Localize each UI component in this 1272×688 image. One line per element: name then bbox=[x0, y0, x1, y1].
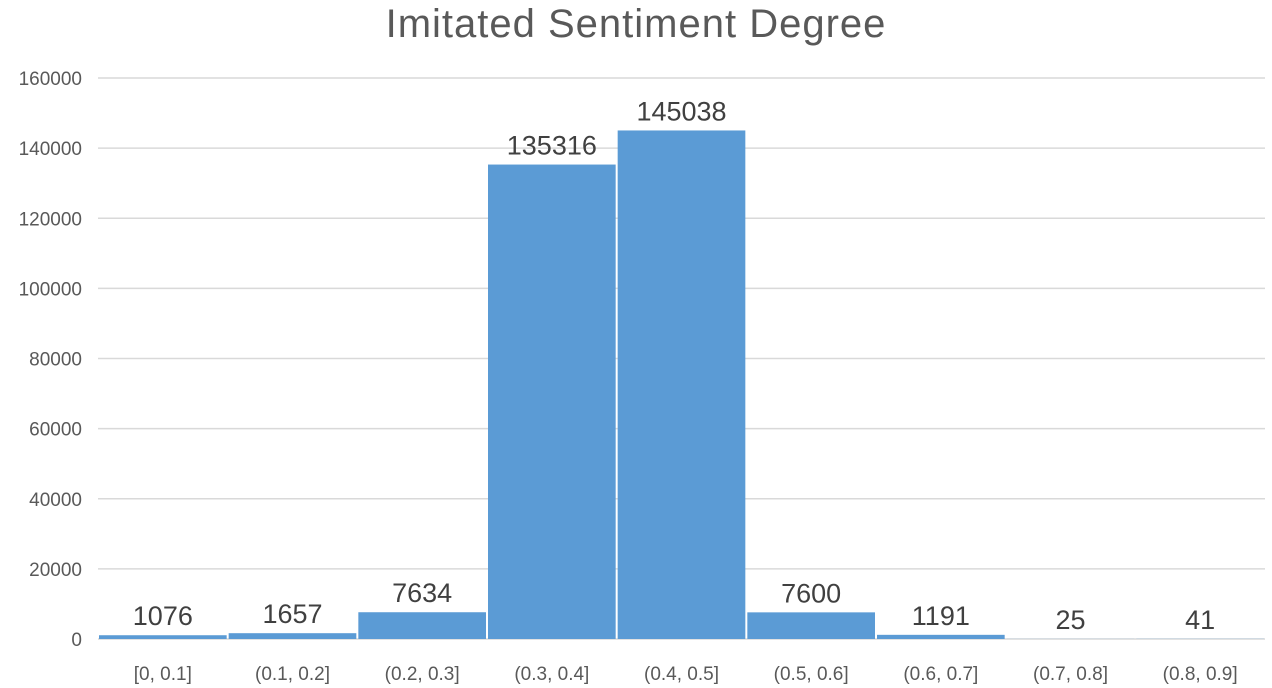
y-tick-label: 20000 bbox=[29, 560, 82, 581]
bar bbox=[358, 612, 486, 639]
x-tick-label: (0.6, 0.7] bbox=[903, 664, 978, 685]
bar bbox=[488, 164, 616, 639]
y-tick-label: 160000 bbox=[19, 69, 82, 90]
bar bbox=[99, 635, 227, 639]
data-label: 7600 bbox=[781, 578, 841, 608]
data-label: 145038 bbox=[636, 96, 726, 126]
bar bbox=[877, 634, 1005, 639]
x-tick-label: (0.5, 0.6] bbox=[774, 664, 849, 685]
y-tick-label: 60000 bbox=[29, 420, 82, 441]
x-axis-tick-labels: [0, 0.1] (0.1, 0.2] (0.2, 0.3] (0.3, 0.4] (0… bbox=[134, 664, 1238, 685]
chart-title: Imitated Sentiment Degree bbox=[385, 2, 887, 46]
bars bbox=[99, 130, 1264, 639]
bar bbox=[617, 130, 746, 639]
x-tick-label: (0.7, 0.8] bbox=[1033, 664, 1108, 685]
data-labels: 1076 1657 7634 135316 145038 7600 1191 25 41 bbox=[133, 96, 1215, 634]
data-label: 1076 bbox=[133, 601, 193, 631]
x-tick-label: (0.2, 0.3] bbox=[385, 664, 460, 685]
x-tick-label: (0.4, 0.5] bbox=[644, 664, 719, 685]
data-label: 7634 bbox=[392, 578, 452, 608]
y-tick-label: 80000 bbox=[29, 350, 82, 371]
y-tick-label: 140000 bbox=[19, 139, 82, 160]
x-tick-label: [0, 0.1] bbox=[134, 664, 192, 685]
y-tick-label: 40000 bbox=[29, 490, 82, 511]
data-label: 135316 bbox=[507, 131, 597, 161]
y-tick-label: 120000 bbox=[19, 209, 82, 230]
bar bbox=[747, 612, 875, 639]
x-tick-label: (0.3, 0.4] bbox=[514, 664, 589, 685]
x-tick-label: (0.8, 0.9] bbox=[1163, 664, 1238, 685]
data-label: 41 bbox=[1185, 605, 1215, 635]
x-tick-label: (0.1, 0.2] bbox=[255, 664, 330, 685]
data-label: 1191 bbox=[912, 601, 970, 631]
data-label: 1657 bbox=[262, 599, 322, 629]
y-tick-label: 100000 bbox=[19, 279, 82, 300]
y-tick-label: 0 bbox=[71, 630, 82, 651]
y-axis-tick-labels: 0 20000 40000 60000 80000 100000 120000 140000 1… bbox=[19, 69, 82, 651]
data-label: 25 bbox=[1055, 605, 1085, 635]
bar bbox=[228, 633, 357, 639]
